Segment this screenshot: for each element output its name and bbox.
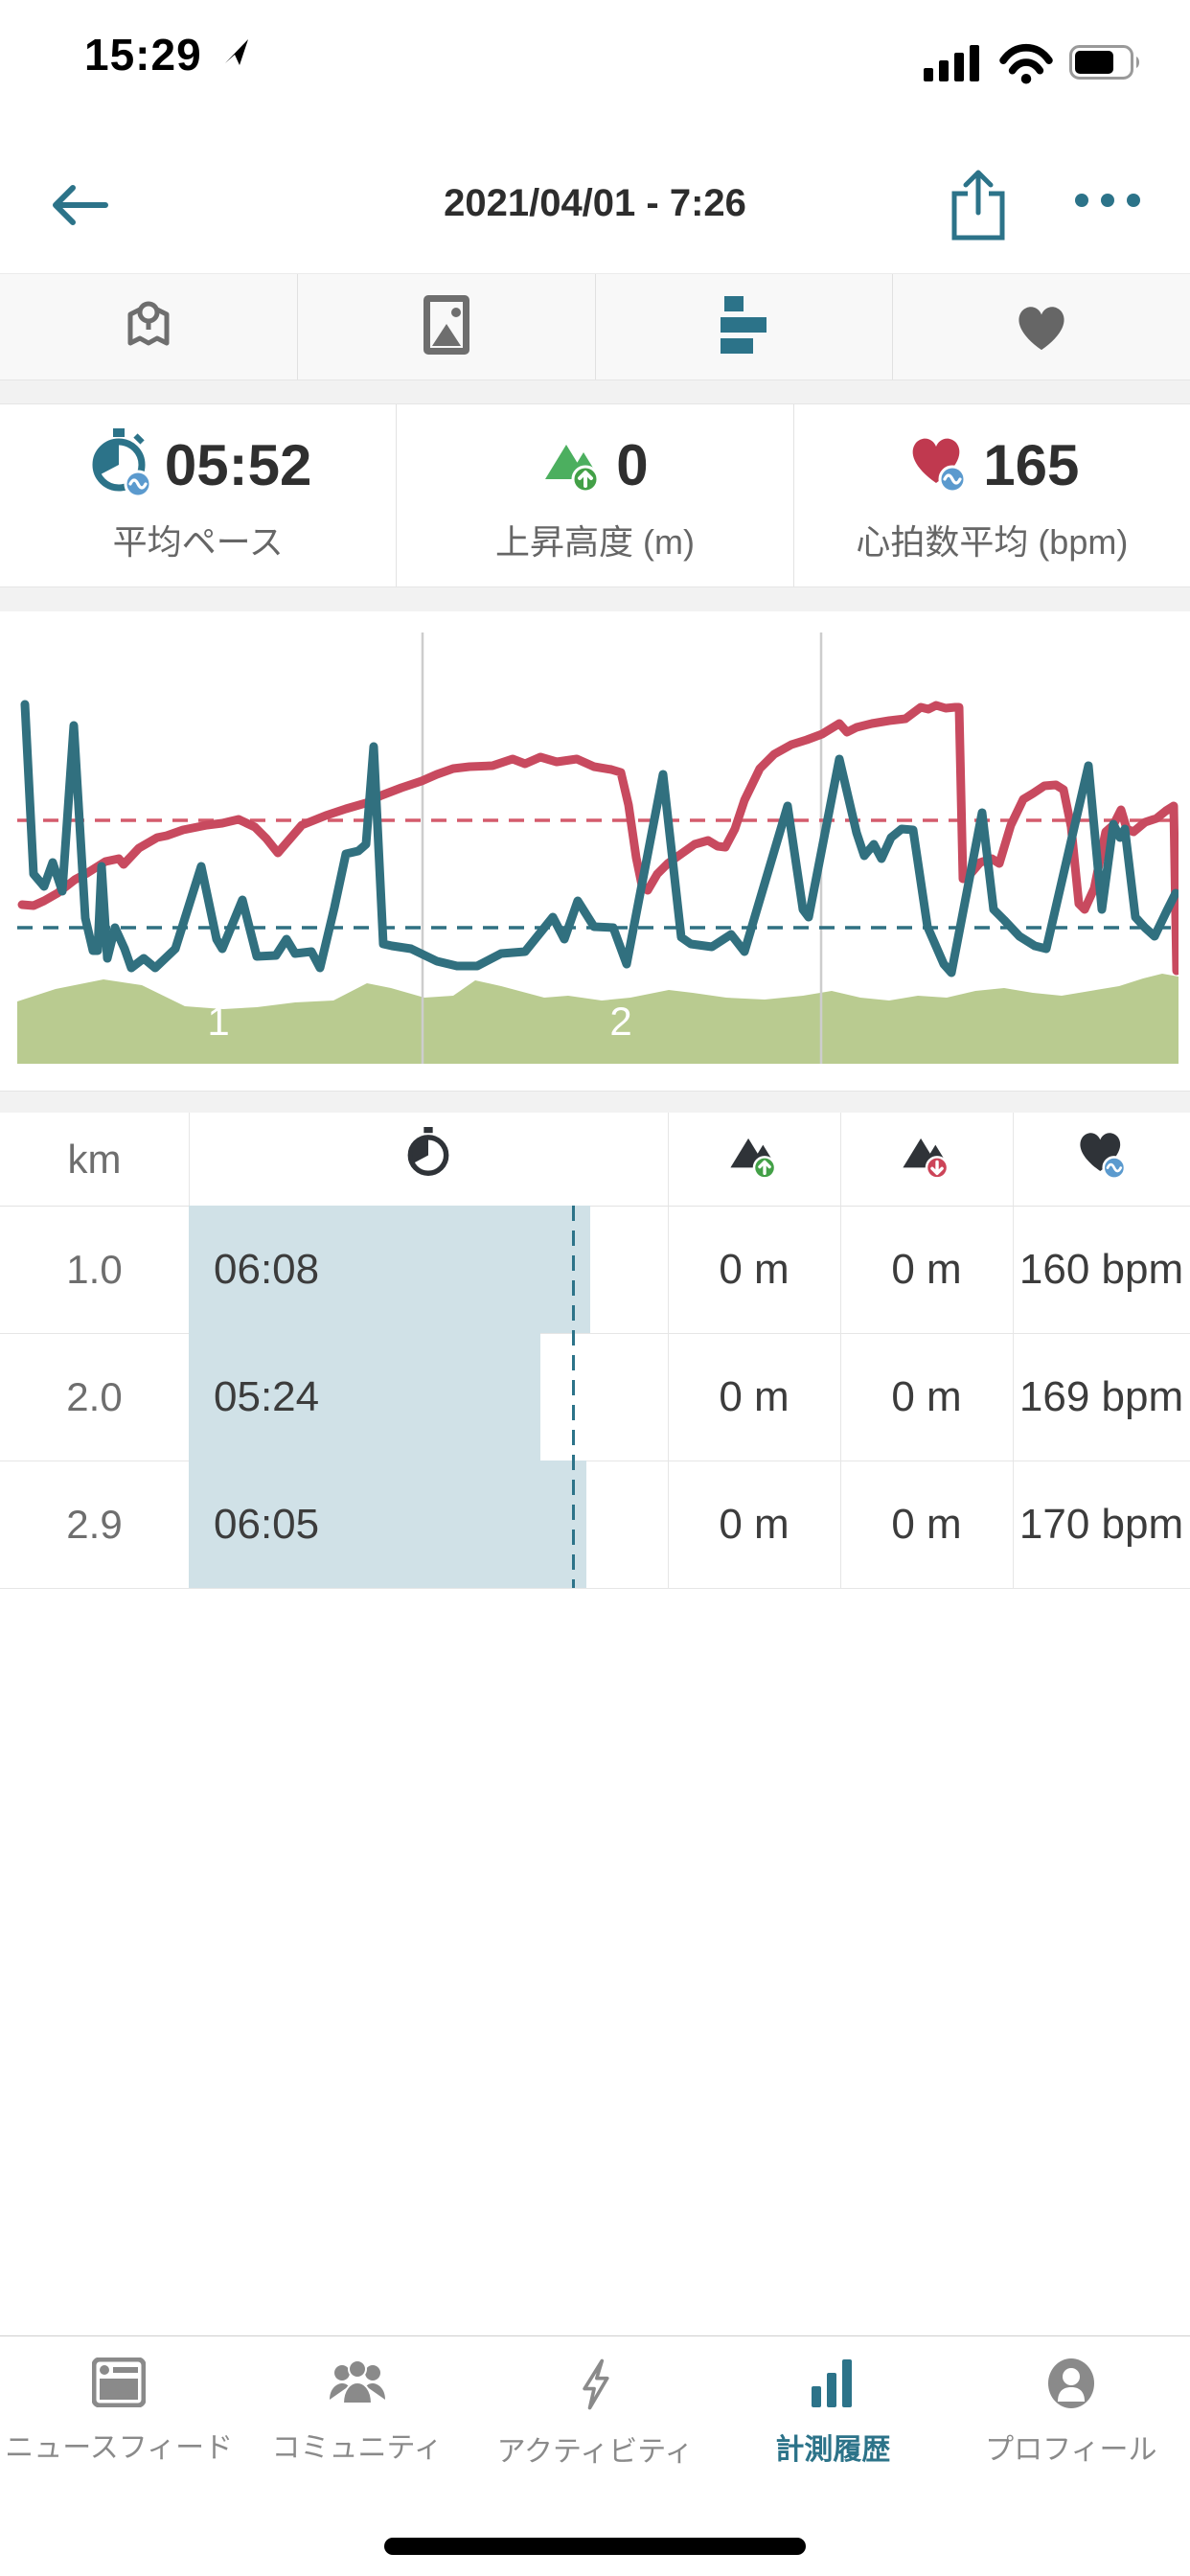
map-icon	[117, 293, 180, 361]
elevation-area	[17, 974, 1179, 1064]
split-row-1: 1.0 06:08 0 m 0 m 160 bpm	[0, 1206, 1190, 1334]
tab-likes[interactable]	[893, 274, 1190, 380]
stopwatch-pace-icon	[84, 426, 153, 504]
split-hr: 160 bpm	[1018, 1245, 1184, 1293]
split-loss: 0 m	[891, 1372, 962, 1420]
average-pace-value: 05:52	[164, 432, 312, 497]
nav-label: コミュニティ	[271, 2432, 443, 2464]
pace-bar	[189, 1333, 540, 1460]
location-services-icon	[222, 36, 251, 72]
pace-bar	[189, 1460, 586, 1588]
column-divider	[668, 1113, 669, 1588]
average-pace-marker	[572, 1206, 575, 1588]
status-bar: 15:29	[0, 0, 1190, 96]
elevation-gain-icon	[541, 429, 605, 501]
stopwatch-icon	[401, 1124, 455, 1194]
status-time: 15:29	[84, 30, 202, 80]
battery-fill	[1075, 51, 1113, 74]
more-options-button[interactable]	[1075, 194, 1140, 207]
column-divider	[840, 1113, 841, 1588]
stat-average-pace: 05:52 平均ペース	[0, 404, 396, 586]
heart-rate-icon	[904, 429, 972, 501]
share-button[interactable]	[947, 167, 1010, 243]
media-tab-bar	[0, 273, 1190, 380]
stat-average-heart-rate: 165 心拍数平均 (bpm)	[792, 404, 1190, 586]
elevation-gain-label: 上昇高度 (m)	[495, 522, 695, 562]
split-loss: 0 m	[891, 1245, 962, 1293]
split-hr: 170 bpm	[1018, 1500, 1184, 1548]
newsfeed-icon	[91, 2357, 147, 2412]
split-loss: 0 m	[891, 1500, 962, 1548]
split-hr: 169 bpm	[1018, 1372, 1184, 1420]
back-button[interactable]	[46, 178, 113, 232]
average-heart-rate-value: 165	[983, 432, 1080, 497]
splits-table: km	[0, 1113, 1190, 1589]
page-title: 2021/04/01 - 7:26	[444, 182, 746, 224]
divider-strip	[0, 586, 1190, 612]
nav-community[interactable]: コミュニティ	[238, 2336, 475, 2576]
splits-table-header: km	[0, 1113, 1190, 1207]
splits-chart-icon	[715, 294, 772, 360]
heart-rate-column-header	[1013, 1113, 1190, 1206]
column-divider	[1013, 1113, 1014, 1588]
divider-strip	[0, 1091, 1190, 1115]
split-pace: 06:05	[214, 1500, 320, 1548]
km-marker-2: 2	[609, 999, 631, 1044]
km-column-header: km	[67, 1136, 122, 1182]
elevation-gain-icon	[727, 1125, 781, 1193]
elevation-gain-value: 0	[616, 432, 649, 497]
heart-rate-line	[17, 701, 1179, 976]
community-icon	[328, 2358, 387, 2412]
pace-heart-rate-elevation-chart[interactable]: 1 2	[0, 611, 1190, 1091]
split-km: 2.9	[66, 1501, 123, 1547]
split-gain: 0 m	[719, 1500, 790, 1548]
nav-history[interactable]: 計測履歴	[714, 2336, 951, 2576]
bottom-nav: ニュースフィード コミュニティ アクティビティ	[0, 2335, 1190, 2576]
split-row-2: 2.0 05:24 0 m 0 m 169 bpm	[0, 1333, 1190, 1461]
split-km: 2.0	[66, 1373, 123, 1419]
average-pace-label: 平均ペース	[112, 522, 284, 562]
heart-rate-icon	[1073, 1125, 1131, 1193]
home-indicator[interactable]	[384, 2538, 806, 2555]
heart-like-icon	[1011, 296, 1072, 358]
split-gain: 0 m	[719, 1372, 790, 1420]
activity-icon	[576, 2358, 614, 2416]
chart-svg: 1 2	[17, 632, 1179, 1064]
elevation-loss-column-header	[840, 1113, 1013, 1206]
nav-label: プロフィール	[985, 2434, 1157, 2466]
cellular-signal-icon	[924, 43, 983, 88]
summary-stats: 05:52 平均ペース 0 上昇高度 (m)	[0, 404, 1190, 586]
pace-column-header	[189, 1113, 668, 1206]
tab-photos[interactable]	[298, 274, 596, 380]
divider-strip	[0, 380, 1190, 404]
split-pace: 06:08	[214, 1245, 320, 1293]
wifi-icon	[998, 42, 1054, 89]
battery-icon	[1069, 45, 1144, 86]
stat-elevation-gain: 0 上昇高度 (m)	[396, 404, 792, 586]
average-heart-rate-label: 心拍数平均 (bpm)	[856, 522, 1129, 562]
split-gain: 0 m	[719, 1245, 790, 1293]
tab-map[interactable]	[0, 274, 298, 380]
nav-profile[interactable]: プロフィール	[952, 2336, 1190, 2576]
km-marker-1: 1	[207, 999, 229, 1044]
split-row-3: 2.9 06:05 0 m 0 m 170 bpm	[0, 1460, 1190, 1589]
pace-line	[20, 700, 1179, 978]
profile-icon	[1045, 2358, 1097, 2414]
nav-label: アクティビティ	[496, 2436, 694, 2468]
photo-icon	[422, 293, 471, 361]
split-pace: 05:24	[214, 1372, 320, 1420]
header: 2021/04/01 - 7:26	[0, 144, 1190, 272]
tab-splits[interactable]	[596, 274, 894, 380]
nav-label: 計測履歴	[775, 2434, 891, 2466]
pace-bar	[189, 1206, 590, 1333]
history-icon	[808, 2358, 858, 2414]
elevation-loss-icon	[900, 1125, 953, 1193]
elevation-gain-column-header	[668, 1113, 840, 1206]
nav-newsfeed[interactable]: ニュースフィード	[0, 2336, 238, 2576]
nav-activity[interactable]: アクティビティ	[476, 2336, 714, 2576]
nav-label: ニュースフィード	[5, 2432, 234, 2464]
split-km: 1.0	[66, 1246, 123, 1292]
